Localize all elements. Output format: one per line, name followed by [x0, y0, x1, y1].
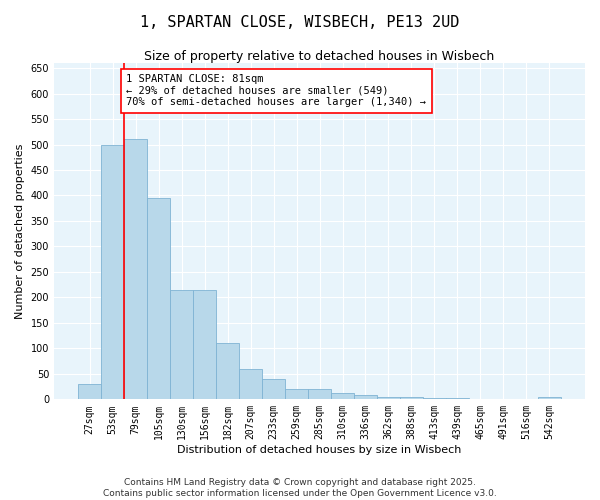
- Bar: [446, 398, 469, 400]
- Bar: [147, 198, 170, 400]
- Text: 1 SPARTAN CLOSE: 81sqm
← 29% of detached houses are smaller (549)
70% of semi-de: 1 SPARTAN CLOSE: 81sqm ← 29% of detached…: [127, 74, 427, 108]
- Title: Size of property relative to detached houses in Wisbech: Size of property relative to detached ho…: [145, 50, 494, 63]
- Bar: [538, 397, 561, 400]
- Bar: [377, 397, 400, 400]
- Bar: [101, 144, 124, 400]
- Bar: [423, 398, 446, 400]
- Bar: [308, 389, 331, 400]
- Bar: [193, 290, 216, 400]
- Bar: [400, 397, 423, 400]
- Text: Contains HM Land Registry data © Crown copyright and database right 2025.
Contai: Contains HM Land Registry data © Crown c…: [103, 478, 497, 498]
- Bar: [285, 389, 308, 400]
- Bar: [170, 290, 193, 400]
- Bar: [354, 396, 377, 400]
- Text: 1, SPARTAN CLOSE, WISBECH, PE13 2UD: 1, SPARTAN CLOSE, WISBECH, PE13 2UD: [140, 15, 460, 30]
- Bar: [262, 379, 285, 400]
- Y-axis label: Number of detached properties: Number of detached properties: [15, 144, 25, 319]
- Bar: [331, 393, 354, 400]
- Bar: [78, 384, 101, 400]
- Bar: [239, 369, 262, 400]
- Bar: [124, 140, 147, 400]
- X-axis label: Distribution of detached houses by size in Wisbech: Distribution of detached houses by size …: [178, 445, 462, 455]
- Bar: [216, 344, 239, 400]
